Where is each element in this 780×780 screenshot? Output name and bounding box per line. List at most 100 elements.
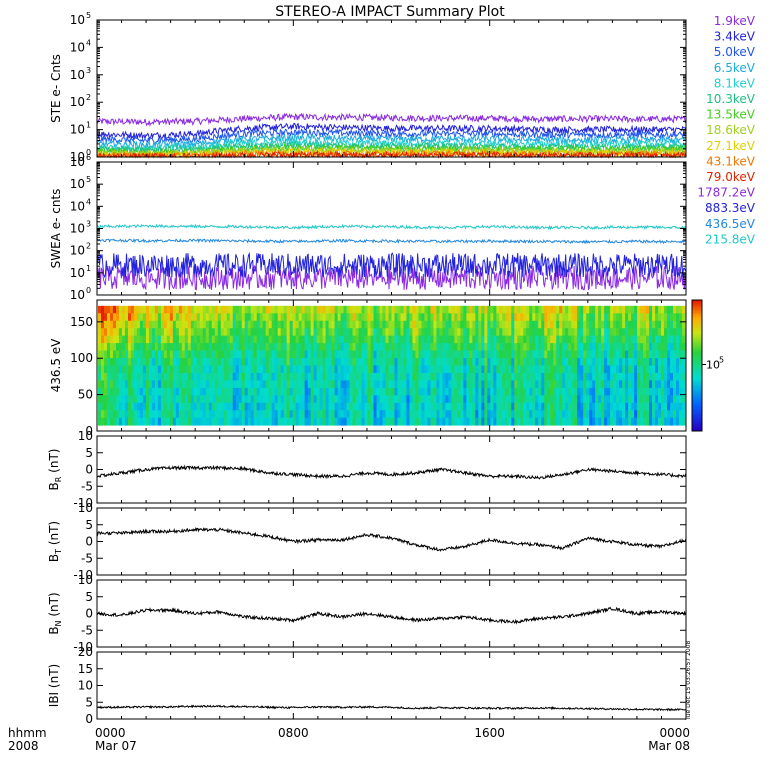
swea-series-215.8eV bbox=[96, 223, 687, 231]
pad-cell bbox=[109, 335, 114, 344]
pad-cell bbox=[163, 380, 168, 389]
pad-cell bbox=[556, 365, 560, 374]
pad-cell bbox=[511, 395, 515, 404]
pad-cell bbox=[100, 350, 105, 359]
pad-cell bbox=[433, 372, 437, 381]
pad-cell bbox=[463, 365, 467, 374]
pad-cell bbox=[253, 320, 258, 329]
pad-cell bbox=[574, 380, 578, 389]
pad-cell bbox=[235, 320, 240, 329]
pad-cell bbox=[130, 320, 135, 329]
pad-cell bbox=[562, 365, 566, 374]
pad-cell bbox=[589, 305, 593, 314]
pad-cell bbox=[535, 380, 539, 389]
pad-cell bbox=[205, 365, 210, 374]
pad-cell bbox=[136, 350, 141, 359]
pad-cell bbox=[322, 380, 327, 389]
pad-cell bbox=[337, 387, 341, 396]
pad-cell bbox=[349, 313, 353, 322]
pad-cell bbox=[280, 313, 285, 322]
pad-cell bbox=[106, 380, 111, 389]
colorbar-step bbox=[692, 343, 702, 347]
pad-cell bbox=[370, 305, 374, 314]
pad-cell bbox=[169, 365, 174, 374]
pad-cell bbox=[217, 410, 222, 419]
pad-cell bbox=[382, 320, 386, 329]
pad-cell bbox=[526, 313, 530, 322]
pad-cell bbox=[262, 343, 267, 351]
pad-cell bbox=[304, 328, 309, 337]
pad-cell bbox=[505, 387, 509, 396]
pad-cell bbox=[676, 335, 680, 344]
pad-cell bbox=[283, 305, 288, 314]
pad-cell bbox=[637, 358, 641, 366]
pad-cell bbox=[358, 380, 362, 389]
pad-cell bbox=[508, 417, 512, 426]
pad-cell bbox=[325, 328, 329, 337]
pad-cell bbox=[292, 335, 297, 344]
pad-cell bbox=[127, 358, 132, 366]
pad-cell bbox=[637, 402, 641, 411]
pad-cell bbox=[448, 328, 452, 337]
colorbar-exponent: 5 bbox=[719, 356, 724, 365]
pad-cell bbox=[442, 328, 446, 337]
pad-cell bbox=[481, 358, 485, 366]
pad-cell bbox=[319, 335, 324, 344]
pad-cell bbox=[331, 328, 335, 337]
pad-cell bbox=[361, 365, 365, 374]
pad-cell bbox=[517, 417, 521, 426]
pad-cell bbox=[484, 350, 488, 359]
pad-cell bbox=[298, 350, 303, 359]
pad-cell bbox=[151, 343, 156, 351]
pad-cell bbox=[301, 402, 306, 411]
pad-cell bbox=[460, 365, 464, 374]
pad-cell bbox=[157, 365, 162, 374]
pad-cell bbox=[631, 395, 635, 404]
pad-cell bbox=[193, 365, 198, 374]
pad-cell bbox=[319, 365, 324, 374]
pad-cell bbox=[580, 402, 584, 411]
pad-cell bbox=[184, 328, 189, 337]
pad-cell bbox=[511, 350, 515, 359]
pad-cell bbox=[289, 410, 294, 419]
swea-ytick-exponent: 1 bbox=[86, 264, 91, 273]
pad-cell bbox=[373, 313, 377, 322]
pad-cell bbox=[286, 395, 291, 404]
pad-cell bbox=[547, 335, 551, 344]
pad-cell bbox=[529, 328, 533, 337]
pad-cell bbox=[103, 365, 108, 374]
pad-cell bbox=[370, 387, 374, 396]
pad-cell bbox=[418, 328, 422, 337]
swea-series-436.5eV bbox=[96, 238, 687, 245]
pad-cell bbox=[343, 380, 347, 389]
pad-cell bbox=[481, 365, 485, 374]
pad-cell bbox=[205, 320, 210, 329]
pad-cell bbox=[607, 365, 611, 374]
bmag-ylabel-main: IBI bbox=[47, 692, 61, 707]
pad-cell bbox=[679, 358, 683, 366]
pad-cell bbox=[421, 372, 425, 381]
pad-cell bbox=[436, 328, 440, 337]
pad-cell bbox=[205, 328, 210, 337]
pad-cell bbox=[274, 372, 279, 381]
pad-cell bbox=[259, 417, 264, 426]
pad-cell bbox=[661, 320, 665, 329]
pad-cell bbox=[436, 410, 440, 419]
pad-cell bbox=[457, 305, 461, 314]
pad-cell bbox=[619, 380, 623, 389]
pad-cell bbox=[124, 313, 129, 322]
pad-cell bbox=[247, 343, 252, 351]
pad-cell bbox=[421, 335, 425, 344]
pad-cell bbox=[589, 372, 593, 381]
pad-cell bbox=[559, 343, 563, 351]
pad-cell bbox=[622, 402, 626, 411]
pad-cell bbox=[571, 365, 575, 374]
pad-cell bbox=[289, 402, 294, 411]
pad-cell bbox=[334, 320, 338, 329]
pad-cell bbox=[151, 372, 156, 381]
pad-cell bbox=[466, 395, 470, 404]
pad-cell bbox=[460, 305, 464, 314]
pad-cell bbox=[670, 328, 674, 337]
pad-cell bbox=[607, 417, 611, 426]
pad-cell bbox=[361, 305, 365, 314]
